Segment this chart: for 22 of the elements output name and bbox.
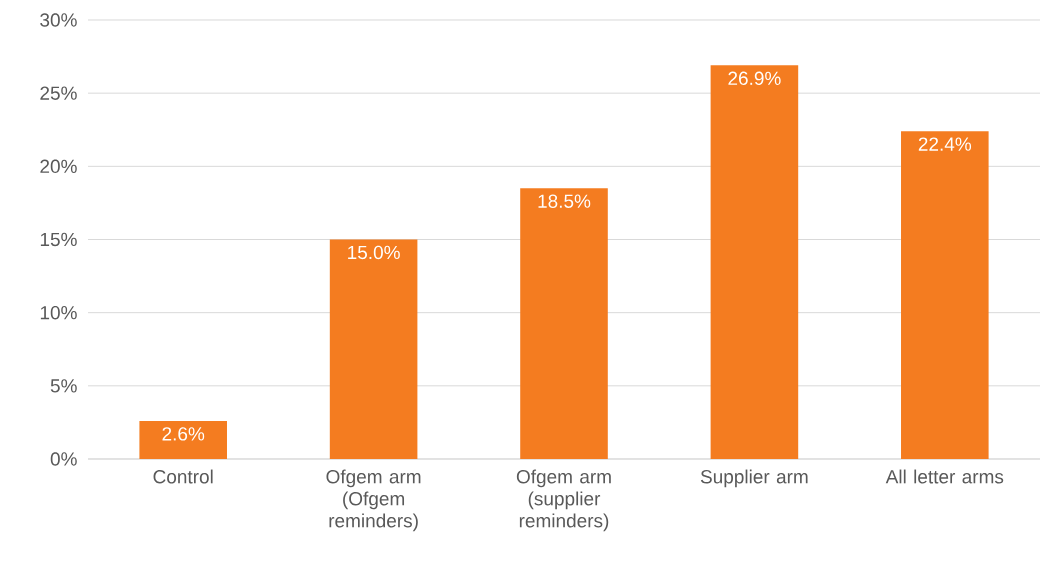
x-tick-label: Supplier arm xyxy=(700,469,808,488)
data-label: 2.6% xyxy=(162,427,205,441)
bar xyxy=(710,65,799,459)
y-tick-label: 30% xyxy=(40,13,77,27)
y-tick-label: 25% xyxy=(40,86,77,100)
x-tick-label: Ofgem arm (Ofgem reminders) xyxy=(326,469,421,532)
data-label: 22.4% xyxy=(918,137,972,151)
y-tick-label: 15% xyxy=(40,232,77,247)
x-tick-label: Ofgem arm (supplier reminders) xyxy=(516,469,611,532)
y-tick-label: 5% xyxy=(50,379,77,393)
bar xyxy=(139,420,227,459)
data-label: 26.9% xyxy=(728,71,781,86)
bar xyxy=(520,188,608,459)
x-tick-label: All letter arms xyxy=(885,469,1004,484)
y-tick-label: 0% xyxy=(50,452,77,466)
x-tick-label: Control xyxy=(153,469,213,484)
y-tick-label: 10% xyxy=(40,305,77,320)
y-tick-label: 20% xyxy=(40,159,77,174)
bar xyxy=(901,131,989,459)
data-label: 18.5% xyxy=(538,194,591,208)
bar xyxy=(329,239,418,459)
data-label: 15.0% xyxy=(348,245,400,260)
